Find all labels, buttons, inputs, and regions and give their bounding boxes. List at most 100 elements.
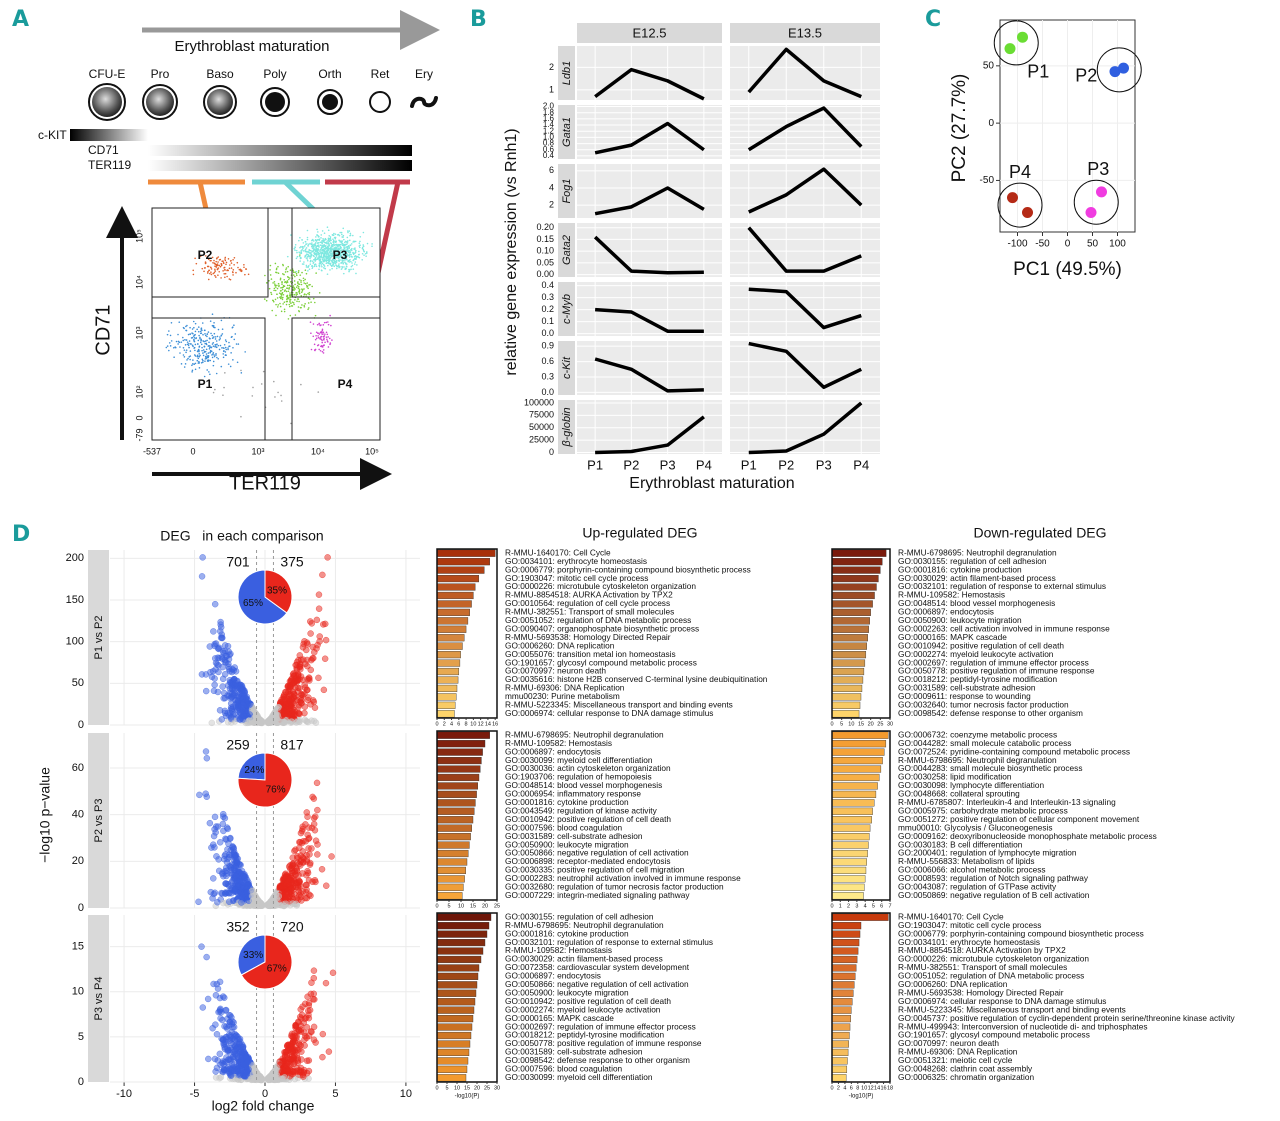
- event-dot: [272, 299, 274, 302]
- deg-point: [290, 1054, 298, 1062]
- cell-nucleus: [322, 94, 338, 110]
- event-dot: [227, 363, 230, 365]
- event-dot: [326, 251, 328, 254]
- deg-point: [242, 1054, 249, 1061]
- event-dot: [180, 341, 183, 343]
- event-dot: [309, 257, 311, 260]
- event-dot: [315, 331, 318, 334]
- x-tick-label: 10⁴: [311, 446, 325, 456]
- event-dot: [307, 243, 310, 246]
- event-dot: [306, 229, 309, 232]
- event-dot: [334, 246, 337, 249]
- event-dot: [188, 342, 190, 345]
- event-dot: [186, 359, 188, 361]
- event-dot: [273, 283, 276, 285]
- panel-letter: C: [925, 7, 941, 32]
- deg-point: [230, 1061, 238, 1069]
- event-dot: [204, 332, 206, 335]
- chart-title: Up-regulated DEG: [582, 525, 697, 541]
- event-dot: [265, 282, 268, 284]
- deg-point: [320, 621, 327, 628]
- event-dot: [301, 238, 303, 241]
- expression-line: [748, 167, 863, 214]
- event-dot: [280, 394, 282, 397]
- deg-point: [296, 660, 304, 668]
- event-dot: [304, 248, 307, 251]
- event-dot: [218, 339, 221, 341]
- event-dot: [302, 263, 305, 265]
- event-dot: [320, 253, 323, 255]
- event-dot: [310, 301, 312, 303]
- event-dot: [316, 234, 318, 236]
- panel-bg: [577, 341, 722, 395]
- event-dot: [225, 263, 227, 266]
- y-tick-label: 1: [549, 84, 554, 94]
- gate-label: P4: [338, 377, 353, 391]
- event-dot: [321, 250, 323, 252]
- event-dot: [276, 287, 279, 290]
- event-dot: [303, 261, 305, 263]
- event-dot: [348, 249, 351, 252]
- y-tick-label: 0.1: [541, 316, 554, 326]
- event-dot: [349, 239, 351, 242]
- pca-point: [1096, 186, 1107, 198]
- event-dot: [168, 330, 170, 332]
- event-dot: [310, 254, 313, 256]
- group-label: P4: [1009, 162, 1031, 182]
- event-dot: [311, 243, 313, 246]
- expression-line: [594, 186, 705, 216]
- event-dot: [362, 249, 365, 252]
- deg-count: 701: [226, 554, 250, 570]
- expression-line: [747, 226, 862, 273]
- event-dot: [319, 252, 321, 255]
- event-dot: [304, 282, 307, 285]
- event-dot: [298, 278, 301, 281]
- event-dot: [363, 254, 365, 257]
- gene-strip: [558, 46, 575, 100]
- event-dot: [195, 337, 198, 339]
- cell-nucleus: [265, 92, 285, 112]
- event-dot: [289, 292, 291, 294]
- y-tick-label: 1.0: [543, 133, 555, 142]
- event-dot: [301, 290, 304, 292]
- expression-line: [595, 415, 705, 455]
- event-dot: [215, 260, 217, 263]
- event-dot: [371, 245, 373, 248]
- event-dot: [345, 267, 347, 270]
- event-dot: [288, 296, 290, 299]
- gene-label: Fog1: [561, 178, 573, 203]
- event-dot: [235, 271, 237, 274]
- facet-label: P1 vs P2: [93, 615, 105, 659]
- event-dot: [305, 264, 308, 267]
- event-dot: [227, 258, 230, 260]
- deg-point: [322, 636, 330, 644]
- deg-point: [311, 649, 318, 656]
- y-tick-label: 0.0: [541, 387, 554, 397]
- event-dot: [186, 324, 188, 327]
- event-dot: [286, 270, 289, 273]
- event-dot: [350, 265, 353, 268]
- event-dot: [220, 365, 223, 368]
- event-dot: [321, 262, 324, 265]
- deg-point: [305, 845, 312, 852]
- event-dot: [283, 308, 286, 311]
- deg-point: [291, 1046, 299, 1054]
- pie-label: 65%: [243, 598, 263, 609]
- event-dot: [214, 388, 216, 391]
- event-dot: [321, 246, 323, 249]
- go-bar: [436, 833, 471, 841]
- event-dot: [223, 269, 226, 271]
- cell: [369, 91, 391, 113]
- deg-point: [256, 900, 264, 907]
- x-axis-label: TER119: [229, 472, 301, 494]
- gate-outline: [152, 208, 269, 298]
- x-tick-label: 0: [190, 446, 195, 456]
- event-dot: [362, 245, 365, 248]
- go-bar: [831, 710, 860, 718]
- go-bar: [831, 866, 867, 875]
- event-dot: [345, 258, 348, 261]
- event-dot: [227, 348, 229, 351]
- event-dot: [294, 271, 296, 273]
- deg-point: [325, 1048, 333, 1055]
- event-dot: [212, 345, 215, 348]
